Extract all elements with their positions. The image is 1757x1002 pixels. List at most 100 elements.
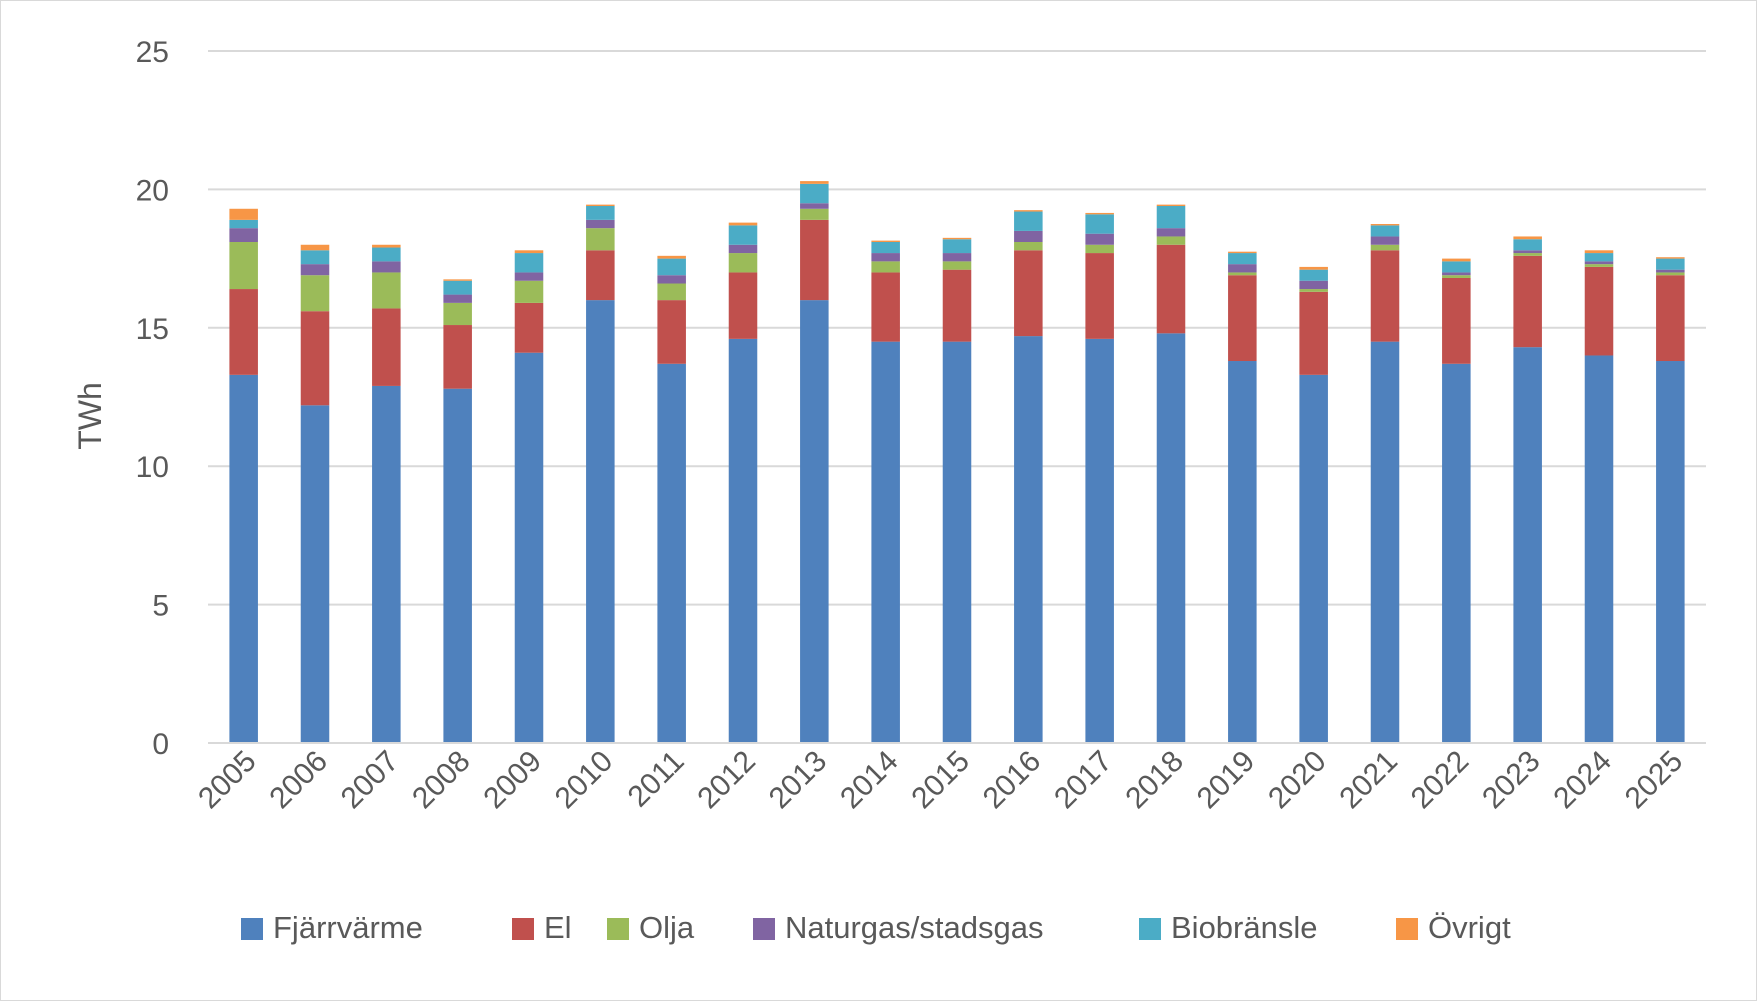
bar-segment [657,300,686,364]
bar-segment [1299,266,1328,270]
bar-segment [443,302,472,326]
bar-segment [871,241,900,254]
bar-segment [1156,204,1186,207]
bar-segment [657,258,686,276]
bar-segment [229,374,258,743]
bar-segment [443,388,472,743]
legend-swatch [1139,918,1161,940]
bar-segment [728,253,758,273]
bar-segment [657,275,686,284]
legend: Fjärrvärme El Olja Naturgas/stadsgas Biobrän… [241,910,1511,945]
legend-item: Olja [607,910,695,945]
bar-segment [942,341,972,743]
bar-segment [514,302,544,353]
x-axis-ticks: 2005 2006 2007 2008 2009 2010 2011 2012 2013 2014… [192,745,1689,816]
bar-segment [1014,211,1043,231]
bar-segment [800,203,829,209]
bar-segment [1228,361,1257,743]
bar-segment [586,250,615,301]
bar-segment [1156,333,1186,743]
legend-swatch [1396,918,1418,940]
bars [208,181,1706,744]
bar-segment [229,228,258,242]
bar-segment [800,219,829,301]
bar-segment [372,244,401,248]
bar-segment [300,275,330,312]
bar-segment [372,272,401,309]
bar-segment [871,240,900,242]
bar-segment [514,250,544,254]
x-tick-label: 2015 [905,745,976,816]
bar-segment [514,253,544,273]
x-tick-label: 2005 [192,745,263,816]
bar-segment [1513,347,1542,743]
y-tick-label: 20 [136,174,169,207]
bar-segment [1370,236,1400,245]
y-axis-title: TWh [72,382,108,450]
bar-segment [728,272,758,339]
x-tick-label: 2006 [263,745,334,816]
bar-segment [1299,374,1328,743]
bar-segment [1442,277,1471,364]
bar-segment [300,311,330,406]
bar-segment [942,253,972,262]
bar-segment [586,206,615,220]
bar-segment [1656,272,1685,276]
y-tick-label: 5 [152,590,169,623]
bar-segment [1228,272,1257,276]
bar-segment [1085,338,1114,743]
legend-swatch [753,918,775,940]
bar-segment [1442,258,1471,262]
bar-segment [443,325,472,389]
y-tick-label: 25 [136,36,169,69]
bar-segment [229,241,258,290]
bar-segment [514,272,544,281]
x-tick-label: 2010 [549,745,620,816]
bar-segment [1513,253,1542,256]
x-tick-label: 2023 [1476,745,1547,816]
bar-segment [1370,244,1400,251]
bar-segment [1156,244,1186,334]
bar-segment [728,222,758,226]
bar-segment [443,280,472,295]
bar-segment [800,300,829,743]
bar-segment [1584,250,1614,254]
bar-segment [942,237,972,240]
bar-segment [1228,275,1257,362]
bar-segment [871,253,900,262]
bar-segment [942,239,972,254]
bar-segment [1656,361,1685,743]
bar-segment [1014,241,1043,251]
bar-segment [1442,272,1471,276]
bar-segment [871,272,900,342]
bar-segment [1228,253,1257,265]
bar-segment [728,244,758,254]
bar-segment [942,261,972,270]
x-tick-label: 2016 [977,745,1048,816]
x-tick-label: 2007 [335,745,406,816]
legend-label: Olja [639,910,695,945]
bar-segment [1656,269,1685,273]
x-tick-label: 2009 [477,745,548,816]
bar-segment [1085,233,1114,245]
bar-segment [1156,228,1186,237]
x-tick-label: 2014 [834,745,905,816]
bar-segment [1299,291,1328,375]
bar-segment [1656,275,1685,362]
bar-segment [1513,239,1542,251]
bar-segment [300,244,330,251]
y-tick-label: 0 [152,728,169,761]
bar-segment [586,219,615,229]
bar-segment [443,279,472,281]
bar-segment [1085,214,1114,234]
bar-segment [657,283,686,301]
bar-segment [1014,336,1043,743]
bar-segment [1299,289,1328,292]
bar-segment [1299,269,1328,281]
bar-segment [800,208,829,220]
bar-segment [514,352,544,743]
legend-swatch [241,918,263,940]
bar-segment [300,405,330,743]
